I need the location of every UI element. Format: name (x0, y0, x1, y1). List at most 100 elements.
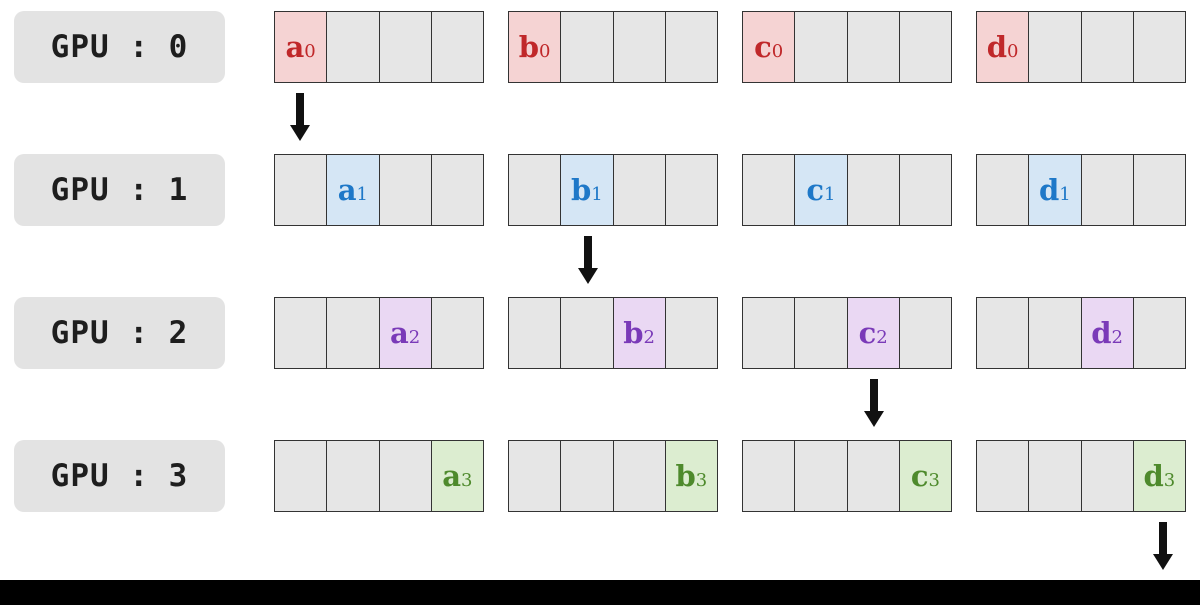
empty-cell (847, 155, 900, 225)
empty-cell (977, 298, 1030, 368)
chunk-letter: c (910, 459, 929, 493)
empty-cell (327, 298, 380, 368)
empty-cell (379, 12, 432, 82)
chunk-index: 1 (1059, 183, 1071, 205)
gpu-label-3: GPU : 3 (14, 440, 225, 512)
chunk-letter: d (986, 30, 1008, 64)
chunk-letter: c (806, 173, 824, 207)
down-arrow-icon (864, 379, 884, 427)
chunk-letter: b (571, 173, 592, 207)
chunk-index: 2 (408, 326, 421, 348)
empty-cell (613, 441, 666, 511)
empty-cell (665, 298, 717, 368)
chunk-index: 0 (771, 40, 784, 62)
chunk-letter: d (1039, 173, 1060, 207)
down-arrow-icon (290, 93, 310, 141)
chunk-index: 2 (876, 326, 888, 348)
empty-cell (977, 155, 1030, 225)
empty-cell (431, 298, 483, 368)
empty-cell (275, 441, 328, 511)
empty-cell (509, 155, 562, 225)
empty-cell (561, 441, 614, 511)
chunk-letter: b (518, 30, 540, 64)
empty-cell (1029, 298, 1082, 368)
empty-cell (1081, 155, 1134, 225)
chunk-index: 3 (695, 469, 708, 491)
empty-cell (899, 12, 951, 82)
chunk-letter: a (390, 316, 409, 350)
chunk-index: 1 (356, 183, 368, 205)
bottom-bar (0, 580, 1200, 605)
empty-cell (847, 12, 900, 82)
empty-cell (561, 298, 614, 368)
chunk-letter: d (1091, 316, 1112, 350)
empty-cell (795, 298, 848, 368)
empty-cell (1133, 298, 1185, 368)
empty-cell (509, 298, 562, 368)
down-arrow-icon (1153, 522, 1173, 570)
chunk-index: 3 (1163, 469, 1176, 491)
gpu-label-1: GPU : 1 (14, 154, 225, 226)
empty-cell (847, 441, 900, 511)
chunk-index: 0 (539, 40, 551, 62)
gpu-label-2: GPU : 2 (14, 297, 225, 369)
chunk-index: 1 (823, 183, 836, 205)
empty-cell (743, 298, 796, 368)
chunk-letter: b (623, 316, 644, 350)
empty-cell (1081, 441, 1134, 511)
chunk-index: 2 (1111, 326, 1123, 348)
chunk-letter: a (337, 173, 357, 207)
empty-cell (899, 298, 951, 368)
empty-cell (379, 155, 432, 225)
empty-cell (431, 12, 483, 82)
empty-cell (1133, 155, 1185, 225)
chunk-letter: d (1143, 459, 1164, 493)
empty-cell (509, 441, 562, 511)
chunk-letter: a (442, 459, 462, 493)
empty-cell (977, 441, 1030, 511)
empty-cell (613, 155, 666, 225)
empty-cell (275, 298, 328, 368)
chunk-index: 3 (928, 469, 940, 491)
chunk-index: 0 (304, 40, 316, 62)
empty-cell (1081, 12, 1134, 82)
empty-cell (743, 441, 796, 511)
empty-cell (561, 12, 614, 82)
chunk-letter: c (754, 30, 772, 64)
gpu-label-0: GPU : 0 (14, 11, 225, 83)
chunk-index: 1 (591, 183, 603, 205)
chunk-index: 3 (461, 469, 473, 491)
empty-cell (795, 12, 848, 82)
chunk-index: 0 (1007, 40, 1019, 62)
empty-cell (743, 155, 796, 225)
empty-cell (795, 441, 848, 511)
chunk-index: 2 (643, 326, 655, 348)
